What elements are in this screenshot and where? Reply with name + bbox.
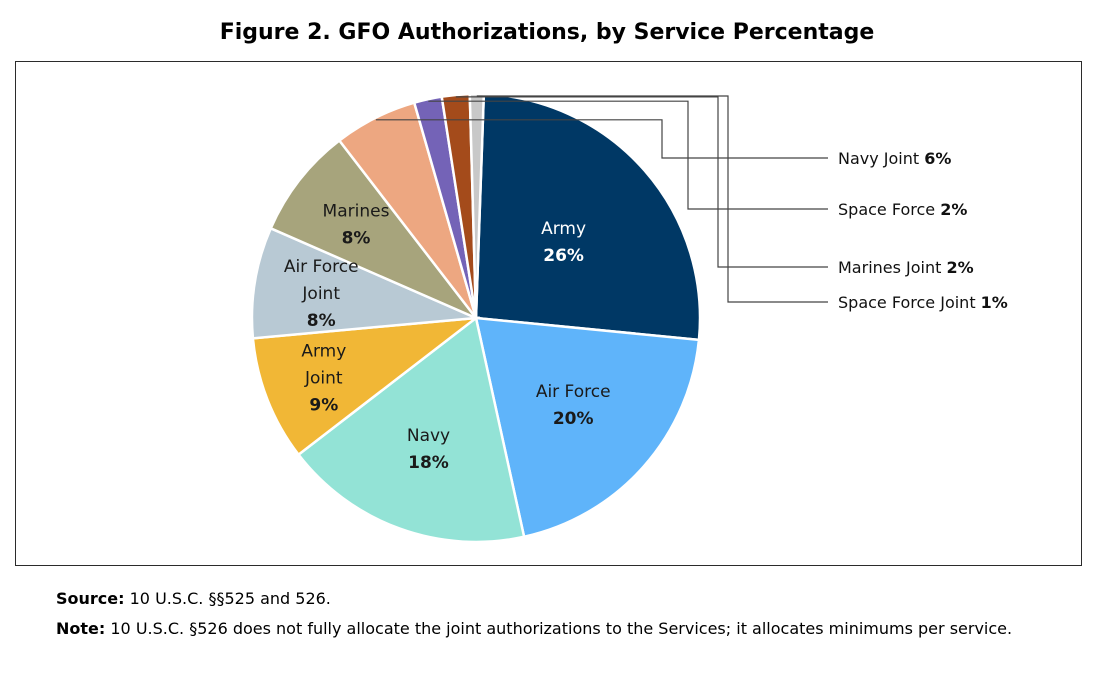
slice-value-army-joint: 9% [309, 396, 338, 416]
figure-notes: Source: 10 U.S.C. §§525 and 526. Note: 1… [56, 588, 1066, 648]
callout-label-space-force-joint: Space Force Joint 1% [838, 293, 1008, 312]
inside-labels: Army 26% Air Force 20% Navy 18% Army Joint 9% Air… [284, 202, 611, 473]
source-note: Source: 10 U.S.C. §§525 and 526. [56, 588, 1066, 610]
pie-slice-air-force [474, 316, 701, 539]
figure-title: Figure 2. GFO Authorizations, by Service… [219, 20, 875, 45]
slice-value-space-force-joint: 1% [981, 293, 1008, 312]
callout-label-space-force: Space Force 2% [838, 200, 967, 219]
slice-value-air-force: 20% [553, 409, 594, 429]
slice-value-marines-joint: 2% [947, 258, 974, 277]
slice-label-air-force: Air Force 20% [536, 382, 611, 429]
leader-line-space-force [428, 100, 828, 210]
slice-label-navy: Navy 18% [407, 426, 450, 473]
pie-slices [250, 92, 702, 544]
note: Note: 10 U.S.C. §526 does not fully allo… [56, 618, 1066, 640]
slice-value-navy: 18% [408, 453, 449, 473]
slice-value-marines: 8% [342, 229, 371, 249]
callout-label-navy-joint: Navy Joint 6% [838, 149, 951, 168]
chart-frame: Army 26% Air Force 20% Navy 18% Army Joint 9% Air… [15, 61, 1082, 566]
note-label: Note: [56, 619, 106, 638]
slice-value-air-force-joint: 8% [307, 311, 336, 331]
slice-value-navy-joint: 6% [924, 149, 951, 168]
pie-slice-marines [269, 138, 477, 320]
slice-value-army: 26% [543, 246, 584, 266]
leader-line-navy-joint [375, 119, 828, 159]
pie-slice-space-force-joint [468, 92, 486, 319]
leader-line-marines-joint [455, 96, 828, 268]
pie-slice-navy [296, 315, 526, 544]
leader-line-space-force-joint [476, 95, 828, 303]
pie-slice-army [474, 92, 702, 342]
slice-label-army-joint: Army Joint 9% [301, 342, 346, 416]
source-label: Source: [56, 589, 125, 608]
source-text: 10 U.S.C. §§525 and 526. [129, 589, 331, 608]
slice-value-space-force: 2% [940, 200, 967, 219]
pie-chart: Army 26% Air Force 20% Navy 18% Army Joint 9% Air… [250, 92, 1008, 544]
slice-label-army: Army 26% [541, 219, 586, 266]
callout-labels: Navy Joint 6% Space Force 2% Marines Joint… [375, 95, 1008, 312]
slice-label-marines: Marines 8% [323, 202, 390, 249]
pie-slice-air-force-joint [250, 226, 477, 340]
callout-label-marines-joint: Marines Joint 2% [838, 258, 974, 277]
pie-slice-army-joint [251, 316, 481, 457]
slice-label-air-force-joint: Air Force Joint 8% [284, 257, 359, 331]
note-text: 10 U.S.C. §526 does not fully allocate t… [110, 619, 1013, 638]
